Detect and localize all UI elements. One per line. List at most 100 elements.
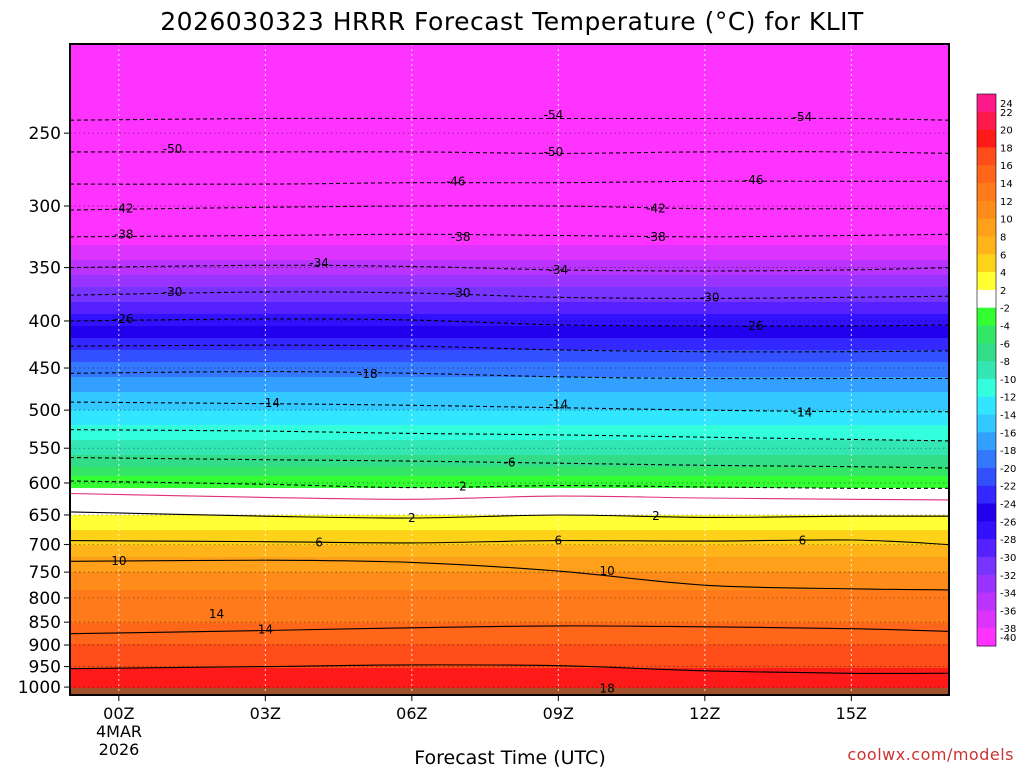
- fill-band: [70, 650, 949, 654]
- colorbar-label: 10: [1000, 215, 1013, 226]
- fill-band: [70, 521, 949, 525]
- fill-band: [70, 329, 949, 333]
- fill-band: [70, 137, 949, 141]
- fill-band: [70, 53, 949, 57]
- colorbar-swatch: [977, 592, 996, 611]
- colorbar-label: 4: [1000, 268, 1006, 279]
- fill-band: [70, 200, 949, 204]
- fill-band: [70, 56, 949, 60]
- fill-band: [70, 95, 949, 99]
- contour-label: -34: [549, 263, 569, 277]
- fill-band: [70, 476, 949, 480]
- fill-band: [70, 77, 949, 81]
- fill-band: [70, 383, 949, 387]
- y-tick-label: 400: [29, 312, 61, 332]
- fill-band: [70, 293, 949, 297]
- colorbar-swatch: [977, 628, 996, 647]
- fill-band: [70, 368, 949, 372]
- isotherm--30: [69, 291, 950, 299]
- fill-band: [70, 500, 949, 504]
- colorbar-label: 14: [1000, 179, 1013, 190]
- colorbar-label: 6: [1000, 250, 1006, 261]
- fill-band: [70, 125, 949, 129]
- colorbar-swatch: [977, 414, 996, 433]
- fill-band: [70, 110, 949, 114]
- y-axis-ticks: 250 300 350 400 450 500 550 600 650 700 750 800 850 9…: [18, 124, 70, 698]
- fill-band: [70, 557, 949, 561]
- fill-band: [70, 224, 949, 228]
- contour-label: -54: [544, 108, 564, 122]
- fill-band: [70, 662, 949, 666]
- fill-band: [70, 152, 949, 156]
- fill-band: [70, 686, 949, 690]
- contour-label: -30: [700, 290, 720, 304]
- contour-label: -38: [114, 227, 134, 241]
- isotherm-14: [69, 625, 950, 635]
- isotherm-6: [69, 539, 950, 546]
- fill-band: [70, 503, 949, 507]
- fill-band: [70, 143, 949, 147]
- fill-band: [70, 626, 949, 630]
- fill-band: [70, 428, 949, 432]
- fill-band: [70, 446, 949, 450]
- fill-band: [70, 92, 949, 96]
- fill-band: [70, 89, 949, 93]
- fill-band: [70, 188, 949, 192]
- isotherm--54: [69, 117, 950, 121]
- fill-band: [70, 203, 949, 207]
- fill-band: [70, 323, 949, 327]
- fill-band: [70, 554, 949, 558]
- fill-band: [70, 647, 949, 651]
- fill-band: [70, 281, 949, 285]
- y-tick-label: 550: [29, 439, 61, 459]
- fill-band: [70, 497, 949, 501]
- fill-band: [70, 176, 949, 180]
- fill-band: [70, 245, 949, 249]
- colorbar-swatch: [977, 236, 996, 255]
- contour-label: -38: [646, 230, 666, 244]
- contour-label: -14: [793, 406, 813, 420]
- fill-band: [70, 572, 949, 576]
- fill-band: [70, 680, 949, 684]
- colorbar-swatch: [977, 183, 996, 202]
- fill-band: [70, 419, 949, 423]
- fill-band: [70, 593, 949, 597]
- y-tick-label: 750: [29, 563, 61, 583]
- fill-band: [70, 350, 949, 354]
- fill-band: [70, 320, 949, 324]
- contour-label: -2: [455, 479, 467, 493]
- fill-band: [70, 584, 949, 588]
- fill-band: [70, 602, 949, 606]
- fill-band: [70, 65, 949, 69]
- colorbar-swatch: [977, 556, 996, 576]
- fill-band: [70, 131, 949, 135]
- isotherm--50: [70, 151, 950, 154]
- x-tick-label: 03Z: [250, 704, 281, 723]
- colorbar-label: 18: [1000, 143, 1013, 154]
- fill-band: [70, 158, 949, 162]
- colorbar-swatch: [977, 111, 996, 131]
- fill-band: [70, 545, 949, 549]
- fill-band: [70, 488, 949, 492]
- fill-band: [70, 629, 949, 633]
- contour-label: -14: [549, 397, 569, 411]
- colorbar-label: -10: [1000, 375, 1016, 386]
- fill-band: [70, 206, 949, 210]
- temperature-color-field: [70, 44, 949, 696]
- fill-band: [70, 107, 949, 111]
- x-tick-label: 09Z: [543, 704, 574, 723]
- fill-band: [70, 362, 949, 366]
- fill-band: [70, 317, 949, 321]
- fill-band: [70, 272, 949, 276]
- y-tick-label: 500: [29, 401, 61, 421]
- contour-label: -46: [744, 173, 764, 187]
- fill-band: [70, 422, 949, 426]
- colorbar-label: 12: [1000, 197, 1013, 208]
- colorbar-label: -34: [1000, 589, 1016, 600]
- y-tick-label: 1000: [18, 678, 61, 698]
- fill-band: [70, 524, 949, 528]
- fill-band: [70, 341, 949, 345]
- fill-band: [70, 119, 949, 123]
